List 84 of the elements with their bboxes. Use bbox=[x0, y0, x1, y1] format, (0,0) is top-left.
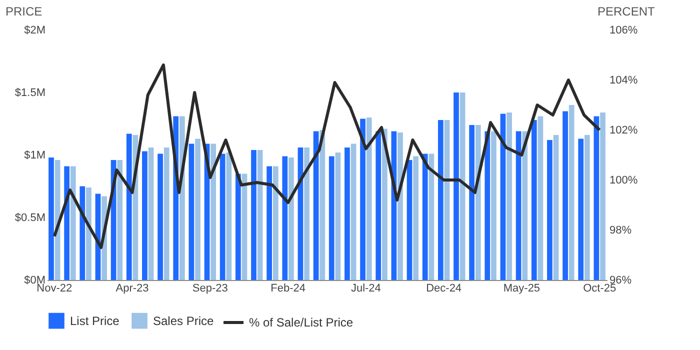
bar bbox=[562, 111, 568, 280]
bar bbox=[506, 112, 512, 280]
bar bbox=[320, 130, 326, 280]
bar bbox=[220, 154, 226, 280]
bar bbox=[538, 116, 544, 280]
bar bbox=[553, 135, 559, 280]
bar bbox=[164, 148, 170, 280]
bar bbox=[484, 131, 490, 280]
bar bbox=[335, 152, 341, 280]
y-tick-label: $0.5M bbox=[14, 212, 46, 224]
bar bbox=[257, 150, 263, 280]
bar bbox=[522, 131, 528, 280]
bar bbox=[547, 140, 552, 280]
y-tick-label: $1M bbox=[24, 150, 46, 162]
bar bbox=[80, 186, 86, 280]
x-tick-label: Dec-24 bbox=[426, 282, 462, 294]
y2-tick-label: 98% bbox=[610, 224, 632, 236]
y2-tick-label: 104% bbox=[610, 74, 638, 86]
bar bbox=[242, 174, 248, 280]
bar bbox=[195, 138, 200, 280]
bar bbox=[226, 152, 232, 280]
legend-label: List Price bbox=[70, 314, 120, 328]
bar bbox=[360, 118, 366, 280]
bar bbox=[158, 154, 163, 280]
bar bbox=[428, 154, 434, 280]
bar bbox=[376, 131, 382, 280]
y-tick-label: $2M bbox=[24, 24, 46, 36]
bar bbox=[117, 160, 123, 280]
x-tick-label: Jul-24 bbox=[350, 282, 381, 294]
bar bbox=[500, 114, 506, 280]
y2-tick-label: 106% bbox=[610, 24, 638, 36]
bar bbox=[600, 112, 606, 280]
bar bbox=[594, 116, 600, 280]
bar bbox=[454, 92, 459, 280]
x-tick-label: Feb-24 bbox=[270, 282, 306, 294]
bar bbox=[460, 92, 466, 280]
bar bbox=[328, 156, 334, 280]
bar bbox=[48, 158, 54, 280]
bar bbox=[210, 144, 216, 280]
bar bbox=[235, 174, 241, 280]
bar bbox=[142, 151, 148, 280]
bar bbox=[282, 156, 288, 280]
bar bbox=[422, 154, 428, 280]
bar bbox=[70, 166, 76, 280]
x-tick-label: Oct-25 bbox=[583, 282, 616, 294]
bar bbox=[288, 158, 294, 280]
bar bbox=[413, 156, 419, 280]
bar bbox=[531, 120, 537, 280]
legend-label: Sales Price bbox=[153, 314, 214, 328]
bar bbox=[126, 134, 132, 280]
bar bbox=[272, 166, 278, 280]
x-tick-label: Apr-23 bbox=[116, 282, 149, 294]
bar bbox=[578, 138, 584, 280]
bar bbox=[64, 166, 70, 280]
line-series bbox=[52, 64, 602, 249]
bar bbox=[491, 131, 496, 280]
bar bbox=[251, 150, 256, 280]
bar bbox=[406, 160, 412, 280]
bar bbox=[469, 125, 475, 280]
bar bbox=[188, 144, 194, 280]
y-axis-title: PRICE bbox=[6, 4, 42, 18]
x-tick-label: Nov-22 bbox=[36, 282, 72, 294]
y2-tick-label: 102% bbox=[610, 124, 638, 136]
bar bbox=[148, 148, 154, 280]
bar bbox=[584, 135, 590, 280]
bar bbox=[398, 132, 403, 280]
bar bbox=[475, 125, 481, 280]
bar bbox=[568, 105, 574, 280]
bar bbox=[344, 148, 350, 280]
y2-tick-label: 100% bbox=[610, 174, 638, 186]
bar bbox=[438, 120, 444, 280]
y2-axis-title: PERCENT bbox=[598, 4, 656, 18]
bar bbox=[366, 118, 372, 280]
bar bbox=[516, 131, 522, 280]
bar bbox=[444, 120, 450, 280]
bar bbox=[382, 128, 388, 280]
bar bbox=[350, 144, 356, 280]
bar bbox=[266, 166, 272, 280]
legend-label: % of Sale/List Price bbox=[249, 316, 354, 330]
bar bbox=[86, 188, 92, 280]
x-tick-label: May-25 bbox=[503, 282, 540, 294]
x-tick-label: Sep-23 bbox=[192, 282, 228, 294]
y-tick-label: $1.5M bbox=[14, 87, 46, 99]
bar bbox=[304, 148, 310, 280]
